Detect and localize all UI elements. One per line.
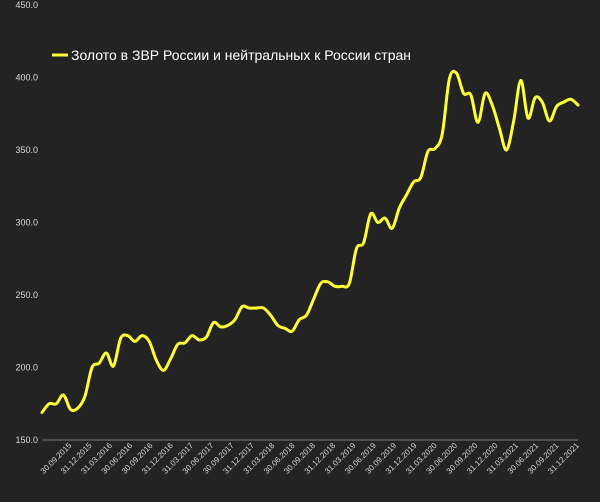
y-tick-label: 250.0 xyxy=(15,290,38,300)
legend: Золото в ЗВР России и нейтральных к Росс… xyxy=(52,47,411,63)
y-tick-label: 350.0 xyxy=(15,145,38,155)
y-tick-label: 150.0 xyxy=(15,435,38,445)
y-tick-label: 400.0 xyxy=(15,73,38,83)
y-tick-label: 200.0 xyxy=(15,363,38,373)
x-axis: 30.09.201531.12.201531.03.201630.06.2016… xyxy=(39,439,581,476)
series-line xyxy=(40,69,580,414)
legend-label: Золото в ЗВР России и нейтральных к Росс… xyxy=(71,47,411,63)
y-axis: 150.0 200.0 250.0 300.0 350.0 400.0 450.0 xyxy=(15,0,38,445)
plot-area xyxy=(40,69,580,414)
y-tick-label: 450.0 xyxy=(15,0,38,10)
y-tick-label: 300.0 xyxy=(15,218,38,228)
